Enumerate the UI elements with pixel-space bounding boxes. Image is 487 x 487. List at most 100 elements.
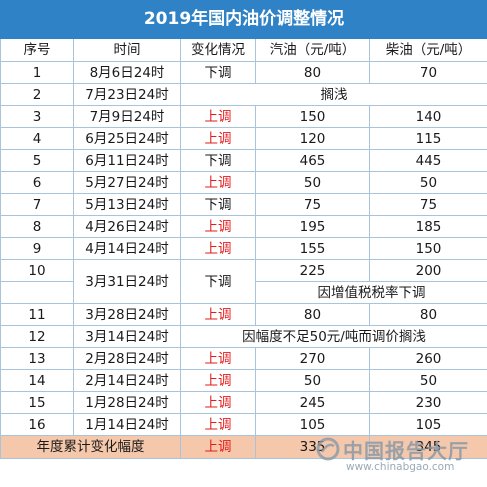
cell-gasoline: 270 — [255, 347, 370, 370]
cell-change: 上调 — [180, 215, 256, 238]
cell-diesel: 200 — [369, 259, 487, 282]
table-row: 15 1月28日24时 上调 245 230 — [0, 391, 487, 414]
total-row: 年度累计变化幅度 上调 335 345 — [0, 435, 487, 459]
header-gasoline: 汽油（元/吨） — [255, 38, 370, 62]
total-gasoline: 335 — [255, 435, 370, 459]
cell-gasoline: 80 — [255, 61, 370, 84]
cell-change: 下调 — [180, 61, 256, 84]
cell-time: 2月14日24时 — [73, 369, 181, 392]
watermark-url: www.chinabgao.com — [346, 461, 455, 473]
table-row: 3 7月9日24时 上调 150 140 — [0, 105, 487, 128]
table-row: 8 4月26日24时 上调 195 185 — [0, 215, 487, 238]
cell-no: 5 — [0, 149, 74, 172]
total-label: 年度累计变化幅度 — [0, 435, 181, 459]
cell-time: 7月23日24时 — [73, 83, 181, 106]
cell-no: 4 — [0, 127, 74, 150]
table-title: 2019年国内油价调整情况 — [0, 0, 487, 39]
cell-gasoline: 465 — [255, 149, 370, 172]
cell-diesel: 260 — [369, 347, 487, 370]
cell-note: 因增值税税率下调 — [255, 281, 487, 304]
cell-gasoline: 155 — [255, 237, 370, 260]
header-row: 序号 时间 变化情况 汽油（元/吨） 柴油（元/吨） — [0, 38, 487, 62]
cell-no: 11 — [0, 303, 74, 326]
cell-change: 上调 — [180, 391, 256, 414]
cell-gasoline: 120 — [255, 127, 370, 150]
cell-gasoline: 225 — [255, 259, 370, 282]
table-row: 9 4月14日24时 上调 155 150 — [0, 237, 487, 260]
cell-no: 8 — [0, 215, 74, 238]
cell-time: 3月14日24时 — [73, 325, 181, 348]
cell-no: 14 — [0, 369, 74, 392]
cell-time: 4月14日24时 — [73, 237, 181, 260]
cell-time: 3月28日24时 — [73, 303, 181, 326]
cell-time: 5月13日24时 — [73, 193, 181, 216]
cell-note: 搁浅 — [180, 83, 487, 106]
table-row: 14 2月14日24时 上调 50 50 — [0, 369, 487, 392]
cell-time: 5月27日24时 — [73, 171, 181, 194]
cell-gasoline: 195 — [255, 215, 370, 238]
cell-change: 下调 — [180, 149, 256, 172]
table-row: 12 3月14日24时 因幅度不足50元/吨而调价搁浅 — [0, 325, 487, 348]
cell-diesel: 445 — [369, 149, 487, 172]
cell-no: 15 — [0, 391, 74, 414]
total-change: 上调 — [180, 435, 256, 459]
cell-no: 7 — [0, 193, 74, 216]
cell-change: 上调 — [180, 127, 256, 150]
cell-note: 因幅度不足50元/吨而调价搁浅 — [180, 325, 487, 348]
cell-diesel: 50 — [369, 171, 487, 194]
cell-time: 6月25日24时 — [73, 127, 181, 150]
cell-diesel: 105 — [369, 413, 487, 436]
cell-gasoline: 105 — [255, 413, 370, 436]
cell-change: 下调 — [180, 259, 256, 304]
cell-change: 上调 — [180, 303, 256, 326]
cell-diesel: 140 — [369, 105, 487, 128]
cell-change: 上调 — [180, 237, 256, 260]
table-row: 13 2月28日24时 上调 270 260 — [0, 347, 487, 370]
cell-diesel: 115 — [369, 127, 487, 150]
table-row: 4 6月25日24时 上调 120 115 — [0, 127, 487, 150]
cell-change: 上调 — [180, 105, 256, 128]
table-row: 16 1月14日24时 上调 105 105 — [0, 413, 487, 436]
cell-time: 8月6日24时 — [73, 61, 181, 84]
cell-gasoline: 50 — [255, 171, 370, 194]
cell-diesel: 230 — [369, 391, 487, 414]
header-diesel: 柴油（元/吨） — [369, 38, 487, 62]
cell-diesel: 70 — [369, 61, 487, 84]
cell-change: 上调 — [180, 369, 256, 392]
cell-diesel: 50 — [369, 369, 487, 392]
table-row: 10 3月31日24时 下调 225 200 — [0, 259, 487, 304]
cell-gasoline: 150 — [255, 105, 370, 128]
cell-no: 3 — [0, 105, 74, 128]
cell-gasoline: 75 — [255, 193, 370, 216]
cell-time: 1月14日24时 — [73, 413, 181, 436]
cell-time: 1月28日24时 — [73, 391, 181, 414]
cell-no: 13 — [0, 347, 74, 370]
cell-no: 2 — [0, 83, 74, 106]
cell-no-blank — [0, 281, 74, 304]
cell-gasoline: 50 — [255, 369, 370, 392]
cell-diesel: 80 — [369, 303, 487, 326]
table-row: 6 5月27日24时 上调 50 50 — [0, 171, 487, 194]
cell-time: 3月31日24时 — [73, 259, 181, 304]
cell-no: 9 — [0, 237, 74, 260]
table-row: 7 5月13日24时 下调 75 75 — [0, 193, 487, 216]
table-row: 5 6月11日24时 下调 465 445 — [0, 149, 487, 172]
header-time: 时间 — [73, 38, 181, 62]
cell-change: 上调 — [180, 347, 256, 370]
cell-change: 上调 — [180, 171, 256, 194]
cell-diesel: 150 — [369, 237, 487, 260]
cell-no: 1 — [0, 61, 74, 84]
cell-time: 2月28日24时 — [73, 347, 181, 370]
cell-no: 12 — [0, 325, 74, 348]
cell-diesel: 75 — [369, 193, 487, 216]
cell-time: 6月11日24时 — [73, 149, 181, 172]
cell-change: 上调 — [180, 413, 256, 436]
cell-no: 6 — [0, 171, 74, 194]
header-no: 序号 — [0, 38, 74, 62]
table-row: 11 3月28日24时 上调 80 80 — [0, 303, 487, 326]
cell-change: 下调 — [180, 193, 256, 216]
table-row: 1 8月6日24时 下调 80 70 — [0, 61, 487, 84]
cell-time: 4月26日24时 — [73, 215, 181, 238]
cell-no: 10 — [0, 259, 74, 282]
